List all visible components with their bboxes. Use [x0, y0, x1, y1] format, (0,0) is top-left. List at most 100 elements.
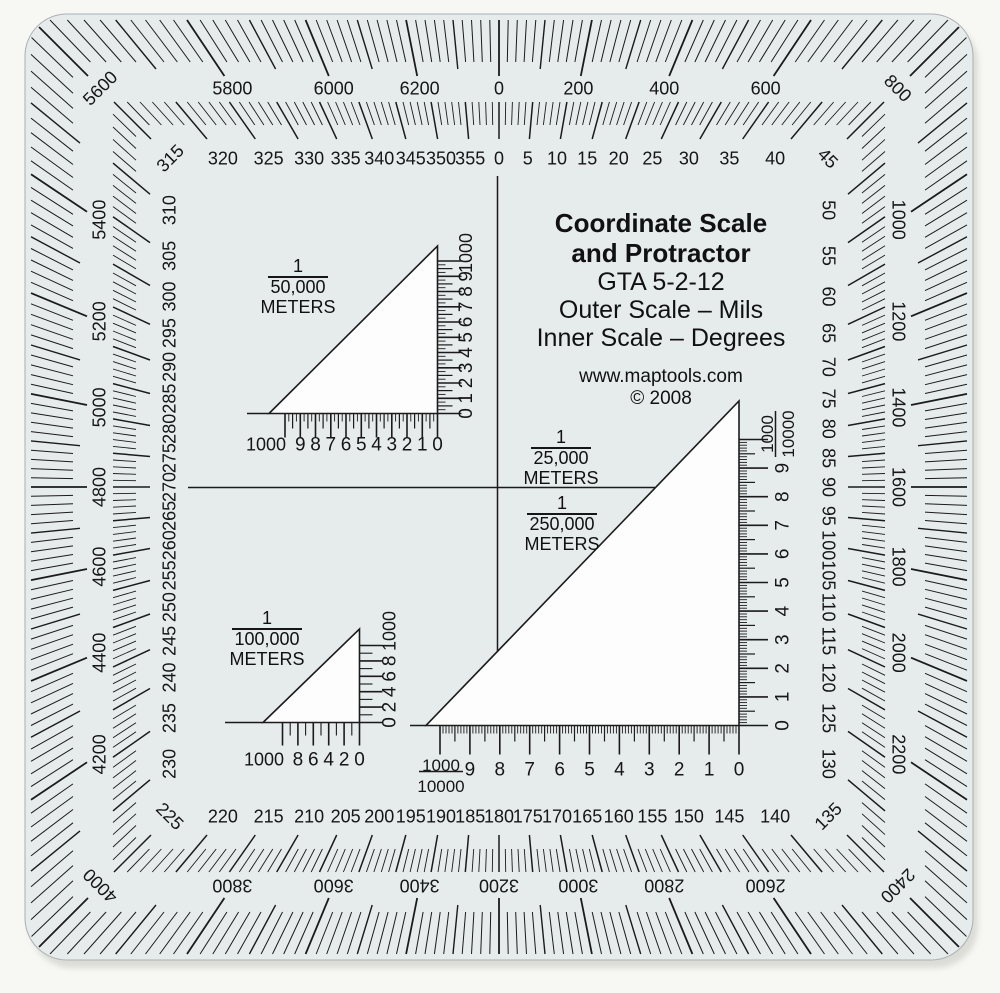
degree-label: 260 [159, 530, 179, 560]
mils-label: 4800 [89, 467, 109, 507]
scale-number: 2 [456, 378, 477, 389]
inner-degrees-labels: 0 5 10 15 20 25 30 35 40 455055606570758085909510… [152, 141, 846, 834]
mils-label: 1400 [889, 387, 909, 427]
degree-label: 320 [208, 148, 238, 168]
scale-number: 6 [554, 760, 565, 781]
scale-number: 1 [456, 393, 477, 404]
degree-label: 40 [765, 148, 785, 168]
scale-number: 0 [380, 717, 401, 728]
degree-label: 30 [679, 148, 699, 168]
scale-number: 2 [674, 760, 685, 781]
mils-label: 1600 [889, 467, 909, 507]
scale-number: 8 [310, 435, 321, 456]
scale-number: 3 [387, 435, 398, 456]
degree-label: 170 [542, 806, 572, 826]
degree-label: 335 [331, 148, 361, 168]
degree-label: 235 [159, 703, 179, 733]
inner-degrees-ticks [112, 101, 886, 873]
degree-label: 200 [364, 806, 394, 826]
scale-number: 3 [773, 634, 794, 645]
degree-label: 305 [159, 241, 179, 271]
fraction-denominator: 10000 [417, 777, 464, 796]
mils-label: 3200 [479, 876, 519, 896]
mils-label: 6200 [400, 78, 440, 98]
mils-label: 5400 [89, 200, 109, 240]
mils-label: 3600 [314, 876, 354, 896]
scale-number: 0 [734, 760, 745, 781]
degree-label: 255 [159, 560, 179, 590]
corner-fraction-horizontal: 1000 10000 [417, 756, 464, 796]
degree-label: 310 [159, 195, 179, 225]
degree-label: 185 [455, 806, 485, 826]
mils-label: 4400 [89, 633, 109, 673]
mils-label: 2200 [889, 734, 909, 774]
degree-label: 240 [159, 662, 179, 692]
outer-mils-labels: 0 200 400 600 800100012001400160018002000220… [79, 67, 919, 907]
scale-number: 8 [456, 286, 477, 297]
degree-label: 130 [819, 749, 839, 779]
degree-label: 245 [159, 626, 179, 656]
corner-fraction-vertical: 1000 10000 [758, 410, 798, 457]
fraction-numerator: 1000 [758, 415, 777, 453]
scale-number: 5 [356, 435, 367, 456]
degree-label: 295 [159, 318, 179, 348]
scale-number: 9 [465, 760, 476, 781]
degree-label: 220 [208, 806, 238, 826]
degree-label: 290 [159, 352, 179, 382]
mils-label: 5000 [89, 387, 109, 427]
degree-label: 180 [484, 806, 514, 826]
scale-number: 4 [614, 760, 625, 781]
mils-label: 4600 [89, 547, 109, 587]
mils-label: 1000 [889, 200, 909, 240]
degree-label: 190 [426, 806, 456, 826]
degree-label: 210 [294, 806, 324, 826]
mils-label: 5800 [212, 78, 252, 98]
degree-label: 65 [819, 323, 839, 343]
scale-number: 7 [456, 302, 477, 313]
degree-label: 20 [609, 148, 629, 168]
mils-label: 2800 [644, 876, 684, 896]
scale-number: 0 [773, 720, 794, 731]
scale-number: 9 [295, 435, 306, 456]
mils-label: 0 [494, 78, 504, 98]
degree-label: 85 [819, 448, 839, 468]
scale-number: 4 [371, 435, 382, 456]
crosshair [188, 176, 655, 651]
scale-number: 6 [308, 750, 319, 771]
mils-label: 600 [751, 78, 781, 98]
scale-number: 5 [773, 577, 794, 588]
outer-mils-ticks [30, 19, 968, 955]
scale-number: 6 [341, 435, 352, 456]
fraction-numerator: 1000 [422, 756, 460, 775]
degree-label: 60 [819, 286, 839, 306]
degree-label: 250 [159, 592, 179, 622]
scale-number: 6 [456, 317, 477, 328]
degree-label: 70 [819, 357, 839, 377]
degree-label: 215 [254, 806, 284, 826]
scale-number: 1000 [456, 233, 476, 273]
degree-label: 330 [294, 148, 324, 168]
degree-label: 0 [494, 148, 504, 168]
scale-number: 3 [456, 363, 477, 374]
degree-label: 75 [819, 389, 839, 409]
scale-number: 4 [323, 750, 334, 771]
mils-label: 3000 [558, 876, 598, 896]
degree-label: 270 [159, 472, 179, 502]
degree-label: 50 [819, 200, 839, 220]
scale-number: 4 [380, 686, 401, 697]
degree-label: 145 [714, 806, 744, 826]
degree-label: 105 [819, 560, 839, 590]
degree-label: 325 [254, 148, 284, 168]
degree-label: 100 [819, 530, 839, 560]
degree-label: 120 [819, 662, 839, 692]
mils-label: 6000 [314, 78, 354, 98]
mils-label: 400 [649, 78, 679, 98]
mils-label: 3400 [400, 876, 440, 896]
scale-number: 0 [354, 750, 365, 771]
degree-label: 125 [819, 703, 839, 733]
